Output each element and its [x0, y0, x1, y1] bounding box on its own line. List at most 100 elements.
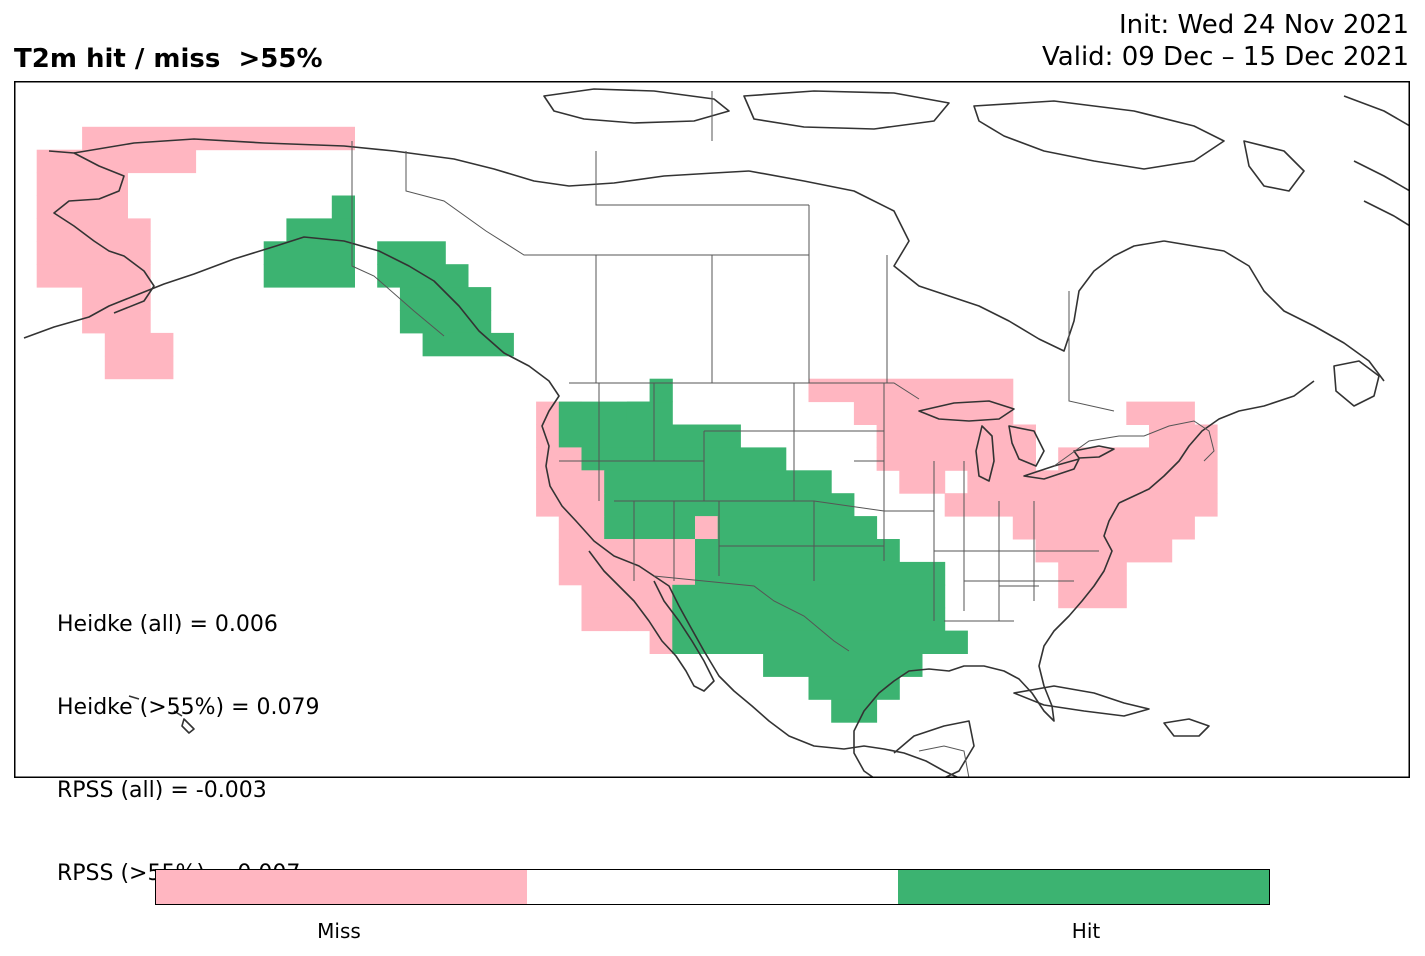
yucatan-line [893, 720, 975, 778]
west-coast-line [23, 236, 960, 778]
arctic-island-4 [1243, 140, 1305, 192]
miss-cell [82, 287, 151, 311]
lake-superior [918, 400, 1015, 422]
miss-cell [104, 355, 174, 380]
colorbar [155, 869, 1270, 905]
miss-cell [695, 516, 719, 540]
hit-cell [604, 516, 696, 540]
lake-ontario [1073, 445, 1115, 459]
hit-cell [581, 447, 787, 471]
hit-cell [626, 401, 673, 425]
miss-cell [36, 149, 197, 174]
baja-line [588, 550, 715, 692]
miss-cell [808, 378, 1014, 403]
colorbar-hit-segment [898, 870, 1269, 904]
arctic-island-1 [543, 88, 730, 124]
hit-cell [672, 584, 946, 609]
hit-cell [331, 195, 355, 219]
hit-cell [399, 287, 492, 311]
hit-cell [263, 241, 355, 265]
lake-huron [1008, 425, 1045, 467]
miss-cell [36, 172, 129, 196]
hit-cell [695, 539, 900, 563]
hispaniola-line [1163, 718, 1210, 737]
colorbar-miss-label: Miss [317, 919, 361, 943]
miss-cell [558, 561, 673, 586]
political-borders [351, 91, 1215, 778]
miss-cell [36, 195, 129, 219]
miss-cell [899, 470, 946, 494]
miss-cell [1035, 539, 1173, 563]
init-date: Init: Wed 24 Nov 2021 [1118, 10, 1409, 40]
miss-cell [626, 607, 673, 632]
miss-cell [649, 630, 673, 654]
miss-cell [1012, 493, 1218, 517]
miss-cell [82, 310, 151, 334]
miss-cell [36, 264, 151, 288]
arctic-island-3 [973, 100, 1225, 170]
hudson-bay-line [748, 170, 1165, 352]
hit-cell [808, 676, 900, 700]
miss-cell [876, 424, 1036, 448]
miss-cell [1012, 516, 1195, 540]
maritimes-line [1118, 380, 1315, 504]
hit-cell [649, 378, 673, 403]
heidke-all: Heidke (all) = 0.006 [57, 612, 278, 638]
hit-cell [672, 630, 968, 654]
miss-cell [649, 539, 696, 563]
lake-michigan [975, 425, 995, 482]
miss-cell [1058, 447, 1218, 471]
hit-cell [695, 561, 946, 586]
miss-cell [1058, 470, 1218, 494]
miss-cell [672, 561, 696, 586]
skill-scores: Heidke (all) = 0.006 Heidke (>55%) = 0.0… [57, 556, 320, 915]
hit-cell [763, 653, 923, 677]
miss-cell [1149, 424, 1218, 448]
hit-cell [831, 699, 878, 723]
us-states [559, 383, 1099, 622]
miss-cell [1126, 401, 1195, 425]
colorbar-hit-label: Hit [1071, 919, 1101, 943]
lake-erie [1023, 458, 1080, 480]
hit-cell [263, 264, 355, 288]
hit-cell [604, 493, 696, 517]
miss-cell [536, 470, 605, 494]
greenland-coast [1343, 95, 1410, 227]
us-canada-east-border [1053, 420, 1215, 467]
us-canada-border [569, 382, 920, 400]
hit-cell [399, 310, 492, 334]
hit-cell [377, 264, 469, 288]
miss-cell [536, 493, 605, 517]
hit-cell [695, 493, 855, 517]
miss-cell [876, 447, 1036, 471]
miss-cell [558, 539, 651, 563]
valid-period: Valid: 09 Dec – 15 Dec 2021 [1042, 42, 1409, 72]
cuba-line [1013, 685, 1150, 717]
miss-cell [36, 218, 151, 242]
miss-cell [36, 241, 151, 265]
arctic-coast-line [73, 138, 750, 187]
canada-provinces [405, 91, 1115, 412]
us-mexico-border [653, 575, 850, 652]
labrador-coast [1163, 240, 1385, 382]
central-america-borders [918, 745, 970, 778]
newfoundland-line [1333, 360, 1380, 407]
hit-cell [717, 516, 878, 540]
page-title: T2m hit / miss >55% [14, 44, 323, 74]
miss-cell [581, 607, 628, 632]
arctic-island-2 [743, 90, 950, 130]
map-frame [14, 81, 1410, 778]
colorbar-neutral-segment [527, 870, 898, 904]
alaska-canada-border [351, 141, 445, 337]
miss-cell [853, 401, 1014, 425]
miss-cell [967, 470, 1059, 494]
miss-cell [1058, 561, 1127, 586]
map-panel [14, 81, 1410, 778]
rpss-all: RPSS (all) = -0.003 [57, 777, 267, 803]
hit-cell [286, 218, 355, 242]
miss-cell [1058, 584, 1127, 609]
hit-cell [377, 241, 446, 265]
miss-cell [104, 332, 174, 357]
miss-cell [536, 424, 560, 448]
hit-cell [422, 332, 514, 357]
